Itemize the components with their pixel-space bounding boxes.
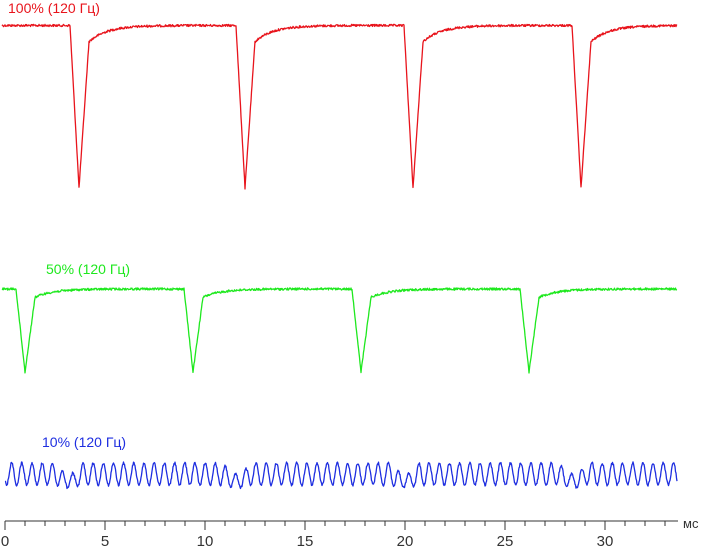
x-tick-label: 10 [197,533,214,548]
x-tick-label: 5 [101,533,109,548]
series-label-100: 100% (120 Гц) [8,0,100,16]
x-tick-label: 0 [1,533,9,548]
series-label-10: 10% (120 Гц) [42,434,126,450]
x-axis-unit-label: мс [683,516,699,531]
x-tick-label: 15 [297,533,314,548]
trace-50 [1,287,678,374]
trace-group [1,23,678,490]
x-axis-ticks [4,521,666,530]
series-label-50: 50% (120 Гц) [46,261,130,277]
x-axis-tick-labels: 0 5 10 15 20 25 30 [1,533,614,548]
x-tick-label: 30 [597,533,614,548]
x-axis: 0 5 10 15 20 25 30 мс [1,516,699,548]
trace-10 [4,461,678,490]
x-tick-label: 20 [397,533,414,548]
trace-100 [1,23,678,190]
x-tick-label: 25 [497,533,514,548]
